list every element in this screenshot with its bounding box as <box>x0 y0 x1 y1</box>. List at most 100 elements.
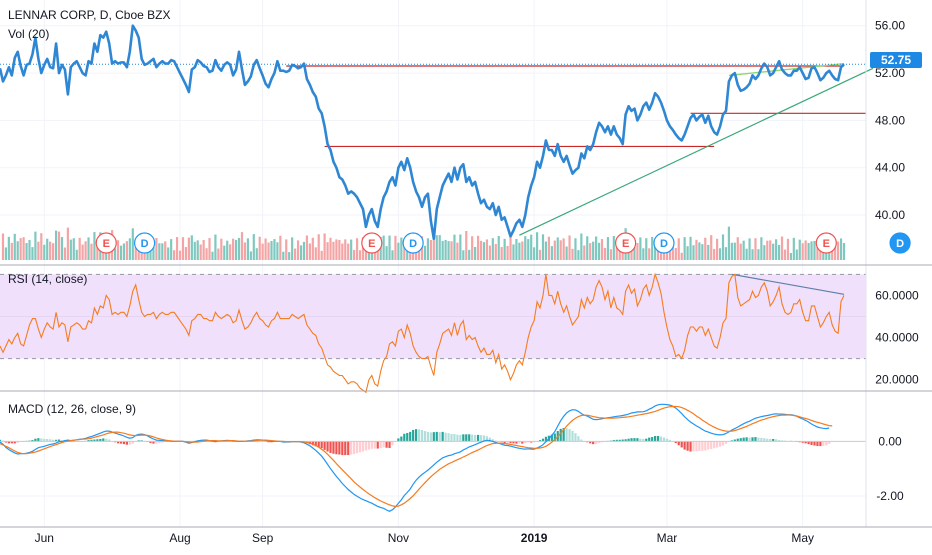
dividend-marker <box>134 232 156 254</box>
macd-histogram-bar <box>754 437 757 442</box>
volume-bar <box>246 238 249 260</box>
earnings-marker-label: E <box>368 238 375 250</box>
macd-histogram-bar <box>341 441 344 456</box>
macd-histogram-bar <box>716 441 719 448</box>
macd-histogram-bar <box>435 431 438 442</box>
volume-bar <box>49 241 52 260</box>
macd-histogram-bar <box>353 441 356 454</box>
volume-bar <box>22 237 25 260</box>
volume-bar <box>639 237 642 260</box>
volume-bar <box>748 238 751 260</box>
volume-bar <box>713 248 716 260</box>
macd-histogram-bar <box>57 439 61 442</box>
volume-bar <box>37 241 40 260</box>
macd-histogram-bar <box>400 436 403 442</box>
macd-histogram-bar <box>577 436 580 442</box>
volume-bar <box>453 234 456 260</box>
volume-bar <box>754 238 757 260</box>
volume-bar <box>474 246 477 260</box>
volume-bar <box>196 240 199 260</box>
volume-bar <box>603 247 607 260</box>
volume-bar <box>583 245 586 260</box>
macd-histogram-bar <box>512 441 515 444</box>
volume-bar <box>391 250 394 260</box>
macd-histogram-bar <box>332 441 335 454</box>
volume-bar <box>724 247 728 260</box>
volume-bar <box>267 242 270 260</box>
macd-histogram-bar <box>329 441 332 453</box>
volume-bar <box>350 239 353 260</box>
volume-bar <box>60 237 64 260</box>
volume-bar <box>716 238 719 260</box>
volume-bar <box>338 239 341 260</box>
volume-bar <box>382 235 385 260</box>
volume-bar <box>217 248 220 260</box>
macd-histogram-bar <box>651 437 654 442</box>
macd-histogram-bar <box>31 440 34 442</box>
volume-bar <box>279 235 282 260</box>
volume-bar <box>255 248 258 260</box>
volume-bar <box>836 241 840 260</box>
macd-histogram-bar <box>589 441 592 444</box>
macd-histogram-bar <box>152 441 155 444</box>
volume-bar <box>19 238 22 260</box>
macd-histogram-bar <box>592 441 595 445</box>
macd-histogram-bar <box>140 440 143 442</box>
volume-bar <box>834 246 837 260</box>
macd-histogram-bar <box>627 438 630 442</box>
volume-bar <box>530 234 533 260</box>
volume-bar <box>202 239 205 260</box>
macd-histogram-bar <box>149 441 152 444</box>
macd-histogram-bar <box>370 441 373 449</box>
volume-bar <box>509 236 512 260</box>
macd-histogram-bar <box>420 429 424 442</box>
macd-histogram-bar <box>748 437 751 442</box>
macd-histogram-bar <box>358 441 362 453</box>
volume-bar <box>178 250 182 260</box>
volume-bar <box>668 244 671 260</box>
volume-bar <box>612 236 615 260</box>
uptrend-line <box>519 67 874 236</box>
volume-bar <box>52 243 55 260</box>
macd-histogram-bar <box>391 441 394 446</box>
volume-bar <box>828 250 831 260</box>
volume-bar <box>813 240 816 260</box>
macd-histogram-bar <box>810 441 813 445</box>
macd-histogram-bar <box>662 437 666 442</box>
volume-bar <box>205 248 208 260</box>
volume-bar <box>822 251 825 260</box>
volume-bar <box>119 245 123 260</box>
volume-bar <box>766 240 769 260</box>
volume-bar <box>323 233 326 260</box>
macd-histogram-bar <box>763 438 766 442</box>
earnings-marker-label: E <box>103 238 110 250</box>
dividend-marker-label: D <box>141 238 149 250</box>
macd-histogram-bar <box>804 441 807 444</box>
volume-bar <box>128 238 131 260</box>
volume-bar <box>482 242 486 260</box>
volume-bar <box>25 243 28 260</box>
volume-bar <box>745 248 748 260</box>
macd-histogram-bar <box>751 437 754 442</box>
volume-bar <box>131 228 134 260</box>
volume-bar <box>721 234 725 260</box>
volume-bar <box>276 242 279 260</box>
macd-legend: MACD (12, 26, close, 9) <box>8 402 137 416</box>
macd-histogram-bar <box>485 436 489 442</box>
volume-bar <box>417 244 421 260</box>
macd-histogram-bar <box>482 435 486 442</box>
volume-bar <box>173 250 176 260</box>
volume-bar <box>353 249 356 260</box>
volume-bar <box>609 249 612 260</box>
macd-histogram-bar <box>116 441 120 444</box>
dividend-marker <box>653 232 675 254</box>
volume-bar <box>187 237 190 260</box>
volume-bar <box>344 239 347 260</box>
volume-bar <box>642 248 645 260</box>
rsi-tick-label: 40.0000 <box>875 331 919 345</box>
macd-histogram-bar <box>444 432 447 442</box>
macd-histogram-bar <box>597 441 601 444</box>
macd-histogram-bar <box>409 431 412 442</box>
